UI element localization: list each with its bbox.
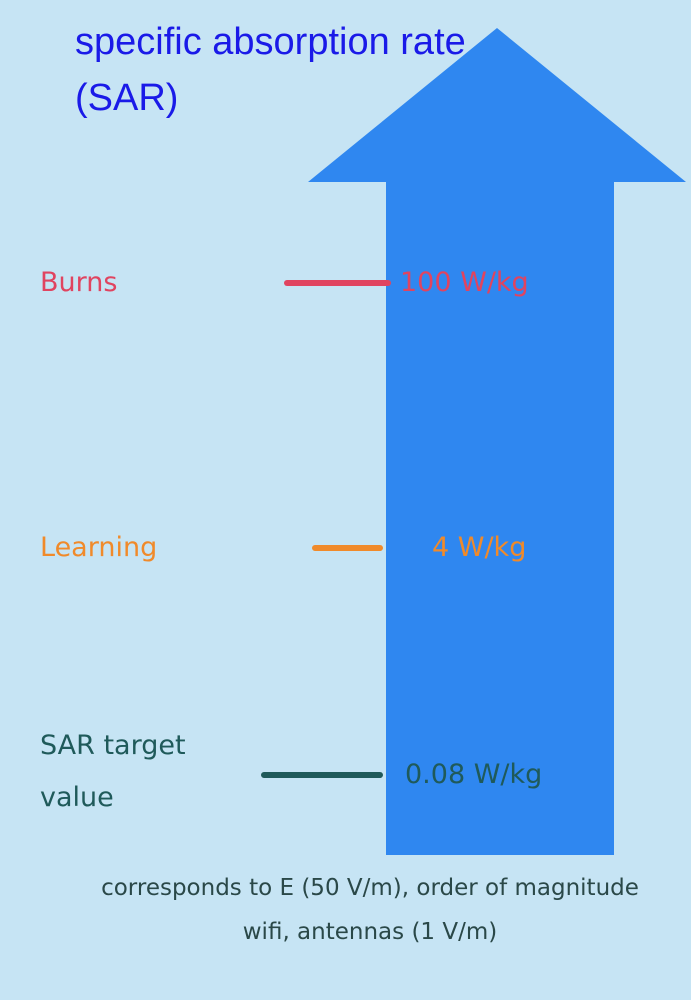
level-label: SAR target value — [40, 730, 186, 813]
level-label: Burns — [40, 267, 118, 298]
level-label: Learning — [40, 532, 158, 563]
footer: corresponds to E (50 V/m), order of magn… — [101, 875, 639, 945]
level-value: 4 W/kg — [432, 532, 527, 563]
arrow — [308, 28, 686, 855]
title: specific absorption rate (SAR) — [75, 21, 466, 119]
level-value: 100 W/kg — [400, 267, 529, 298]
level-value: 0.08 W/kg — [405, 759, 543, 790]
